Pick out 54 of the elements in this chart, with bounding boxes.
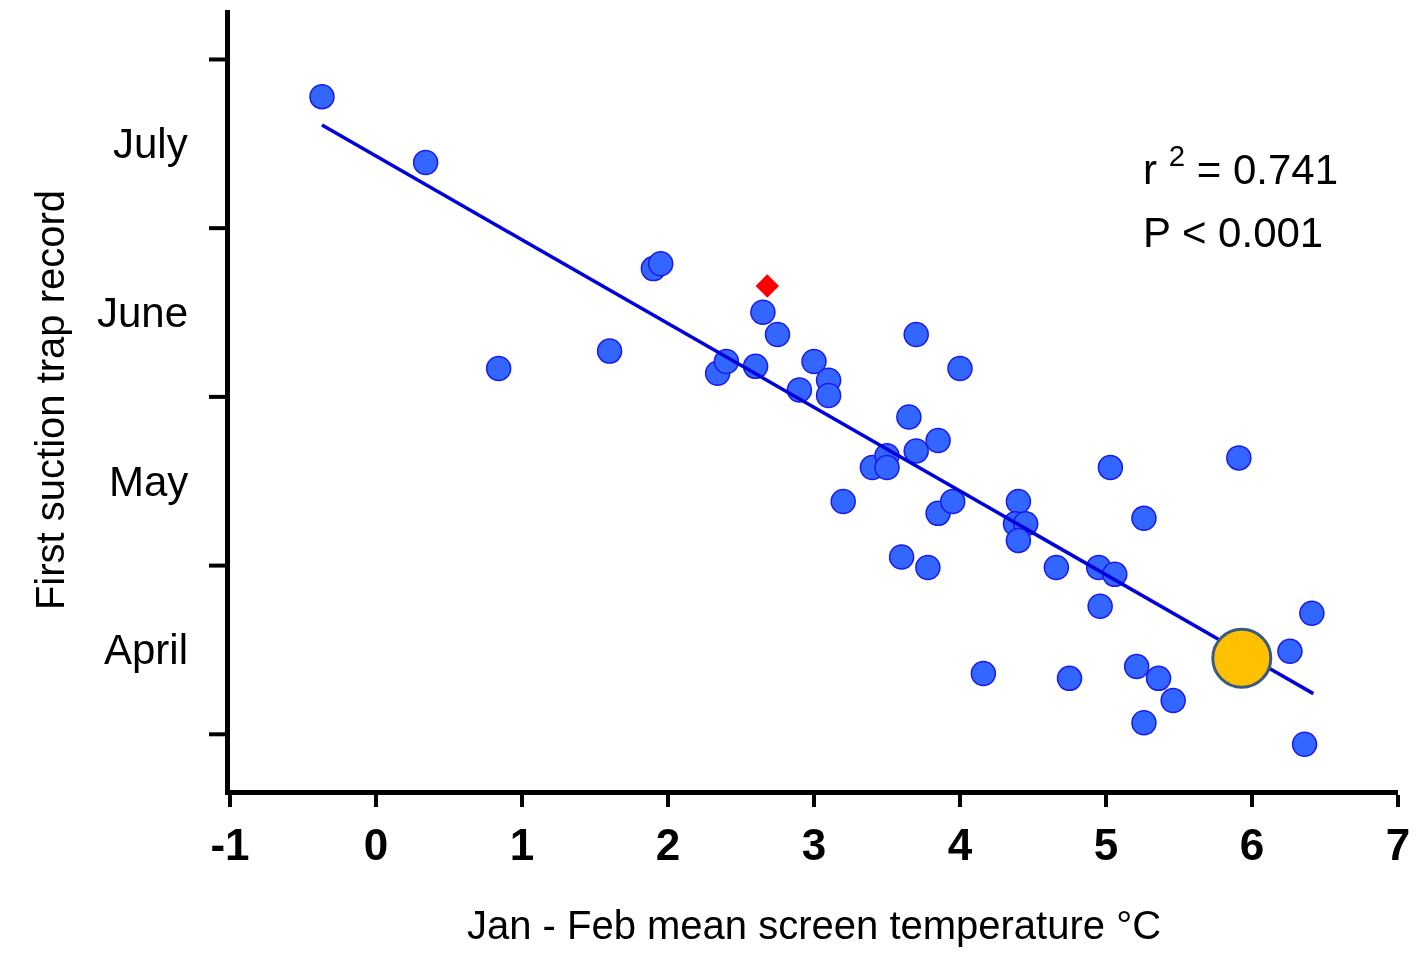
- x-tick-label: 5: [1093, 819, 1119, 869]
- point: [1123, 653, 1150, 680]
- x-tick-label: 1: [509, 819, 535, 869]
- point: [925, 427, 951, 454]
- point: [412, 149, 439, 176]
- point: [939, 488, 966, 515]
- text: May: [109, 458, 189, 505]
- x-tick-label: -1: [210, 819, 250, 869]
- point: [309, 83, 335, 110]
- point: [896, 404, 922, 430]
- x-tick-label: 3: [801, 819, 827, 869]
- point: [1005, 527, 1032, 554]
- point: [1277, 638, 1303, 665]
- x-tick-label: 0: [363, 819, 389, 869]
- x-axis-title: Jan - Feb mean screen temperature °C: [466, 903, 1162, 948]
- annotation: P < 0.001: [1143, 209, 1324, 256]
- point: [596, 338, 623, 364]
- point: [1097, 454, 1124, 481]
- point: [830, 488, 856, 515]
- point: [874, 454, 900, 481]
- point: [750, 299, 776, 326]
- x-tick-label: 4: [947, 819, 973, 869]
- y-axis-title: First suction trap record: [27, 189, 72, 611]
- point: [1291, 731, 1318, 757]
- point: [1131, 710, 1157, 736]
- point: [1211, 627, 1273, 689]
- point: [1005, 488, 1032, 515]
- point: [888, 544, 915, 570]
- x-tick-label: 2: [655, 819, 681, 869]
- point: [1145, 665, 1172, 692]
- point: [1087, 593, 1113, 620]
- point: [1226, 445, 1252, 471]
- text: April: [104, 626, 189, 673]
- point: [1131, 505, 1157, 531]
- point: [764, 321, 791, 348]
- point: [815, 382, 842, 409]
- point: [1160, 687, 1186, 714]
- point: [947, 355, 973, 382]
- point: [647, 251, 674, 277]
- point: [1056, 665, 1083, 692]
- point: [1043, 554, 1070, 581]
- text: June: [97, 289, 189, 336]
- point: [903, 438, 929, 464]
- annotation: r $^{2}$ = 0.741: [1143, 139, 1338, 193]
- x-tick-label: 6: [1239, 819, 1265, 869]
- point: [915, 554, 941, 581]
- x-tick-label: 7: [1385, 819, 1411, 869]
- text: July: [113, 120, 188, 167]
- point: [970, 660, 997, 687]
- point: [485, 355, 512, 382]
- point: [801, 348, 827, 375]
- point: [903, 321, 929, 348]
- point: [755, 274, 779, 298]
- point: [1299, 600, 1325, 626]
